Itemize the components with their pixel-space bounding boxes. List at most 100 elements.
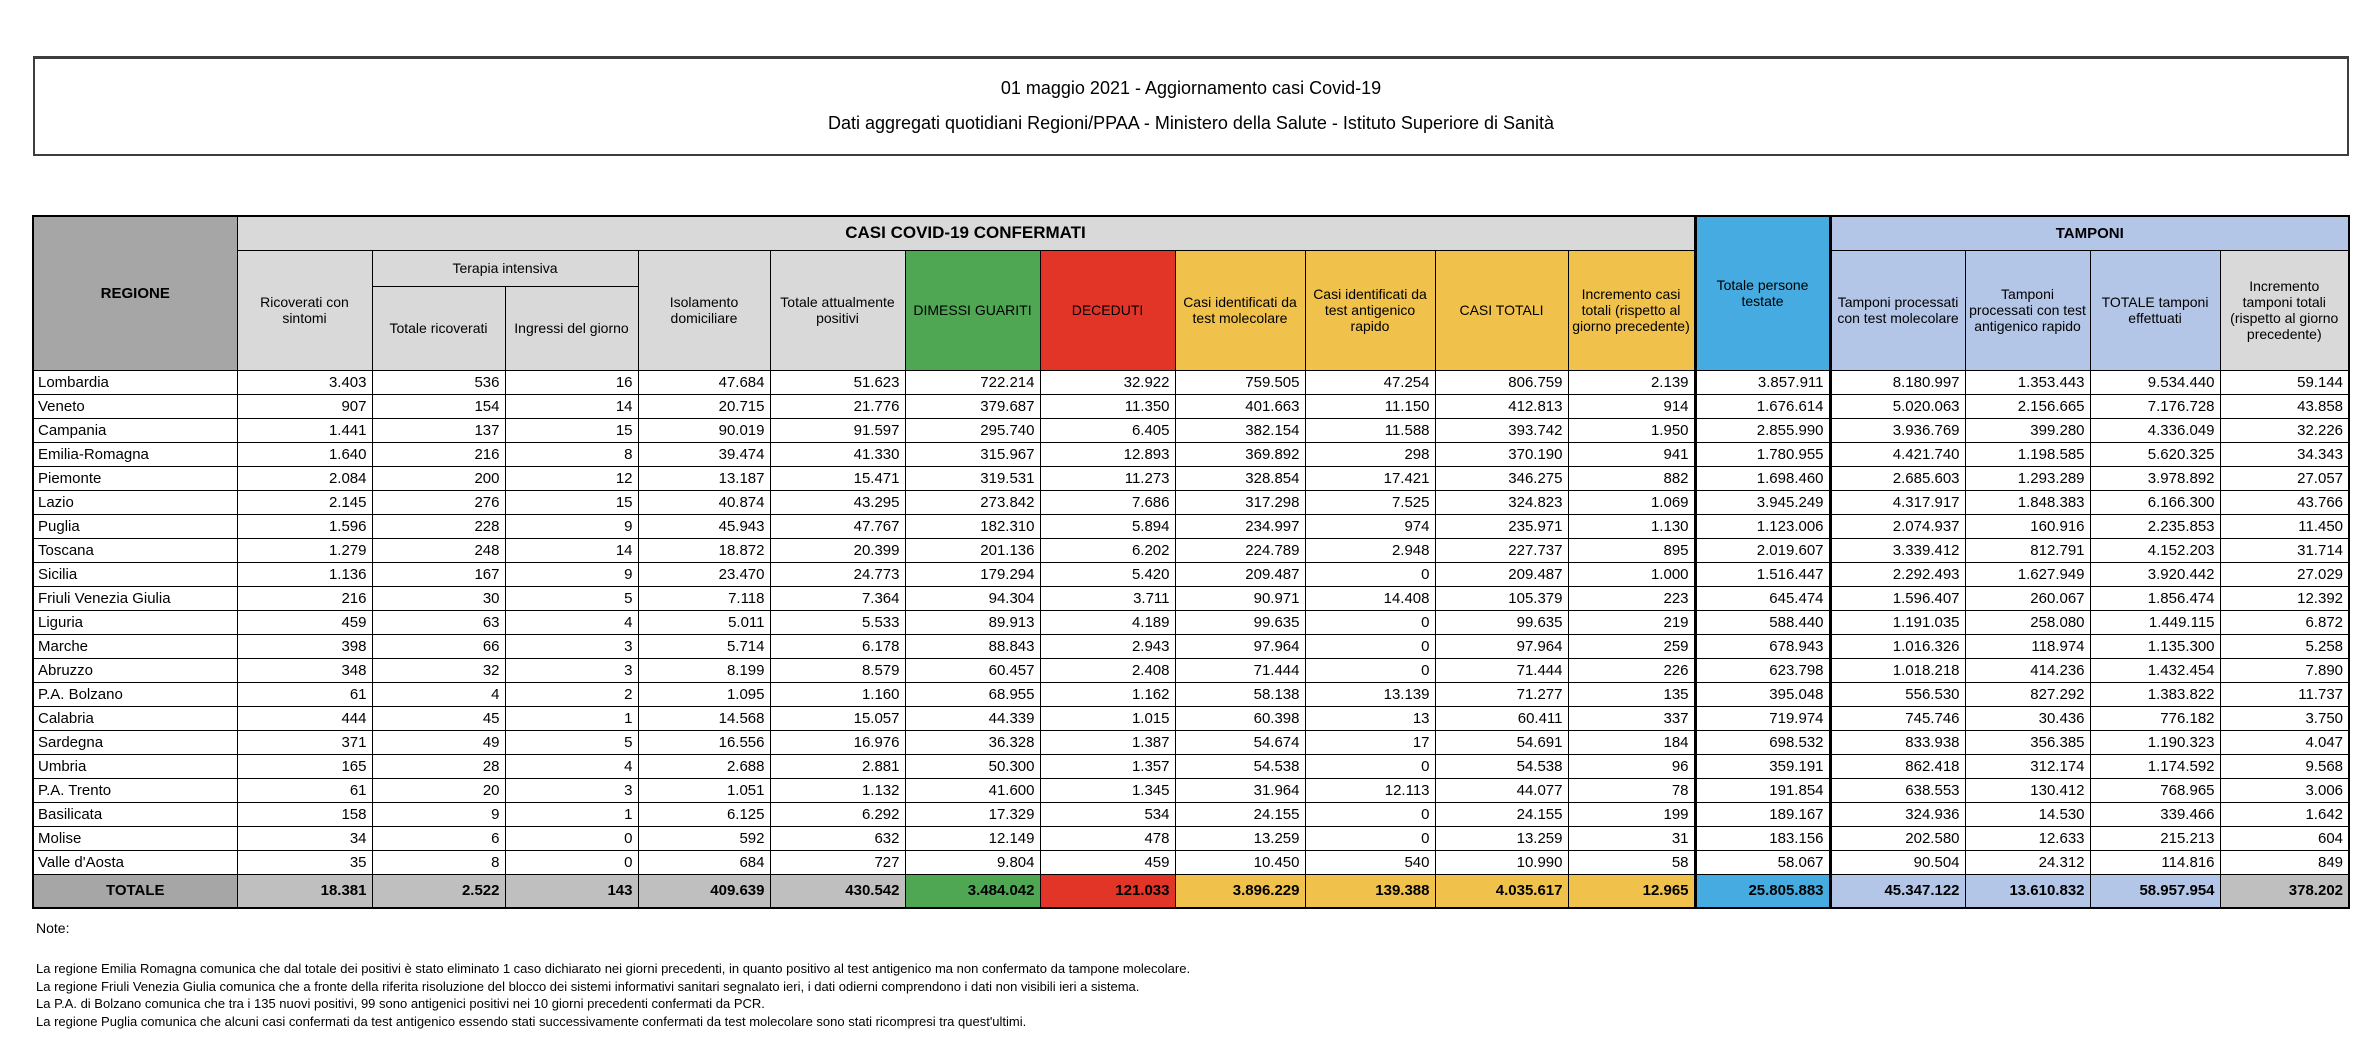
table-cell: 1.174.592 — [2089, 753, 2221, 779]
table-cell: 3.006 — [2219, 777, 2350, 803]
table-cell: 224.789 — [1174, 537, 1306, 563]
region-name: Marche — [32, 633, 238, 659]
table-cell: 13.187 — [637, 465, 771, 491]
table-cell: 32.922 — [1039, 369, 1176, 395]
table-cell: 2.235.853 — [2089, 513, 2221, 539]
table-cell: 1.676.614 — [1693, 393, 1832, 419]
table-cell: 11.588 — [1304, 417, 1436, 443]
table-cell: 1.848.383 — [1964, 489, 2091, 515]
table-cell: 12 — [504, 465, 639, 491]
table-cell: 36.328 — [904, 729, 1041, 755]
table-cell: 8 — [371, 849, 506, 875]
table-cell: 2.084 — [236, 465, 373, 491]
table-cell: 118.974 — [1964, 633, 2091, 659]
table-cell: 43.295 — [769, 489, 906, 515]
table-cell: 47.254 — [1304, 369, 1436, 395]
table-cell: 7.176.728 — [2089, 393, 2221, 419]
table-cell: 556.530 — [1829, 681, 1966, 707]
table-cell: 60.398 — [1174, 705, 1306, 731]
table-cell: 9.534.440 — [2089, 369, 2221, 395]
table-row: Basilicata 158 9 1 6.125 6.292 17.329 534 24.155… — [32, 801, 2350, 827]
column-header-ti-ingressi: Ingressi del giorno — [504, 285, 639, 371]
table-cell: 9.804 — [904, 849, 1041, 875]
table-cell: 298 — [1304, 441, 1436, 467]
table-cell: 768.965 — [2089, 777, 2221, 803]
table-cell: 30.436 — [1964, 705, 2091, 731]
table-cell: 371 — [236, 729, 373, 755]
table-cell: 200 — [371, 465, 506, 491]
table-cell: 5.420 — [1039, 561, 1176, 587]
region-name: Lombardia — [32, 369, 238, 395]
table-row: P.A. Bolzano 61 4 2 1.095 1.160 68.955 1.162 58.… — [32, 681, 2350, 707]
table-cell: 698.532 — [1693, 729, 1832, 755]
table-cell: 295.740 — [904, 417, 1041, 443]
table-cell: 78 — [1567, 777, 1696, 803]
table-cell: 1.345 — [1039, 777, 1176, 803]
table-cell: 34.343 — [2219, 441, 2350, 467]
table-cell: 370.190 — [1434, 441, 1569, 467]
table-cell: 1.069 — [1567, 489, 1696, 515]
table-cell: 719.974 — [1693, 705, 1832, 731]
table-row: Emilia-Romagna 1.640 216 8 39.474 41.330 315.9… — [32, 441, 2350, 467]
table-cell: 44.077 — [1434, 777, 1569, 803]
table-cell: 60.457 — [904, 657, 1041, 683]
table-cell: 24.155 — [1174, 801, 1306, 827]
table-cell: 827.292 — [1964, 681, 2091, 707]
table-cell: 71.277 — [1434, 681, 1569, 707]
table-cell: 39.474 — [637, 441, 771, 467]
table-cell: 907 — [236, 393, 373, 419]
table-cell: 722.214 — [904, 369, 1041, 395]
table-cell: 158 — [236, 801, 373, 827]
table-cell: 183.156 — [1693, 825, 1832, 851]
table-cell: 727 — [769, 849, 906, 875]
table-cell: 7.364 — [769, 585, 906, 611]
table-cell: 3 — [504, 657, 639, 683]
region-name: Sicilia — [32, 561, 238, 587]
table-cell: 2.855.990 — [1693, 417, 1832, 443]
table-cell: 20.715 — [637, 393, 771, 419]
table-cell: 2.685.603 — [1829, 465, 1966, 491]
table-cell: 209.487 — [1174, 561, 1306, 587]
region-name: Toscana — [32, 537, 238, 563]
table-cell: 4.047 — [2219, 729, 2350, 755]
table-cell: 0 — [1304, 561, 1436, 587]
table-cell: 49 — [371, 729, 506, 755]
table-cell: 1.596.407 — [1829, 585, 1966, 611]
table-cell: 4 — [371, 681, 506, 707]
table-cell: 35 — [236, 849, 373, 875]
table-cell: 24.155 — [1434, 801, 1569, 827]
table-cell: 182.310 — [904, 513, 1041, 539]
table-cell: 1.856.474 — [2089, 585, 2221, 611]
table-cell: 833.938 — [1829, 729, 1966, 755]
table-cell: 536 — [371, 369, 506, 395]
table-cell: 2.881 — [769, 753, 906, 779]
column-header-tamponi-totale: TOTALE tamponi effettuati — [2089, 249, 2221, 371]
table-cell: 382.154 — [1174, 417, 1306, 443]
table-cell: 684 — [637, 849, 771, 875]
note-item: La regione Friuli Venezia Giulia comunic… — [36, 978, 1140, 994]
report-subtitle: Dati aggregati quotidiani Regioni/PPAA -… — [827, 113, 1555, 133]
table-cell: 24.773 — [769, 561, 906, 587]
total-cell: 121.033 — [1039, 873, 1176, 908]
table-cell: 1.627.949 — [1964, 561, 2091, 587]
header-sub-row: Ricoverati con sintomi Terapia intensiva… — [33, 249, 2350, 371]
column-header-regione: REGIONE — [32, 215, 238, 371]
table-cell: 2.948 — [1304, 537, 1436, 563]
table-cell: 882 — [1567, 465, 1696, 491]
table-cell: 13.259 — [1434, 825, 1569, 851]
table-cell: 444 — [236, 705, 373, 731]
table-cell: 14 — [504, 393, 639, 419]
region-name: Sardegna — [32, 729, 238, 755]
table-cell: 27.057 — [2219, 465, 2350, 491]
group-header-tamponi: TAMPONI — [1829, 215, 2350, 251]
table-cell: 1.135.300 — [2089, 633, 2221, 659]
table-cell: 13.139 — [1304, 681, 1436, 707]
table-row: Campania 1.441 137 15 90.019 91.597 295.740 6.4… — [32, 417, 2350, 443]
total-cell: 18.381 — [236, 873, 373, 908]
table-cell: 184 — [1567, 729, 1696, 755]
table-cell: 9 — [504, 561, 639, 587]
table-cell: 234.997 — [1174, 513, 1306, 539]
table-cell: 27.029 — [2219, 561, 2350, 587]
table-cell: 199 — [1567, 801, 1696, 827]
table-cell: 0 — [1304, 609, 1436, 635]
